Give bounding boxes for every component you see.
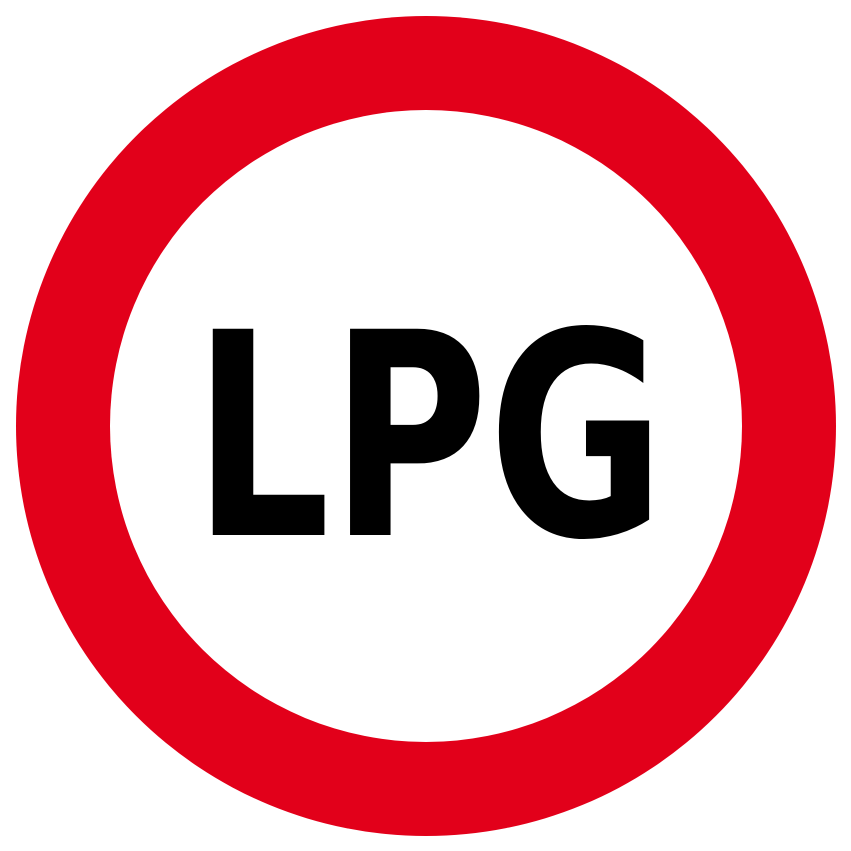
white-disc xyxy=(110,110,742,742)
sign-label: LPG xyxy=(193,272,665,602)
